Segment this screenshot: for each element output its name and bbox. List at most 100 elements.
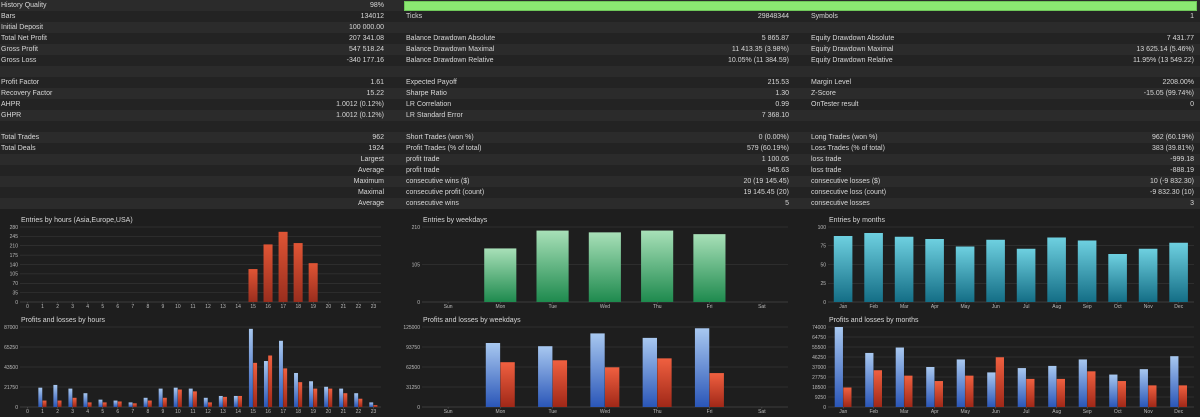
x-tick-label: 8 xyxy=(146,304,149,310)
profit-bar xyxy=(248,328,253,407)
profit-bar xyxy=(1017,368,1026,407)
x-tick-label: 22 xyxy=(356,304,362,310)
stat-value: 7 431.77 xyxy=(1166,35,1194,42)
y-tick-label: 87000 xyxy=(4,325,18,331)
x-tick-label: 23 xyxy=(371,409,377,415)
x-tick-label: 3 xyxy=(71,409,74,415)
stat-value: 1 xyxy=(1190,13,1194,20)
x-tick-label: 22 xyxy=(356,409,362,415)
y-tick-label: 18500 xyxy=(812,385,826,391)
profit-bar xyxy=(188,388,193,407)
stat-label: LR Correlation xyxy=(406,101,452,108)
x-tick-label: Feb xyxy=(869,409,878,415)
stat-label xyxy=(406,22,606,33)
stat-group-label: Largest xyxy=(360,156,384,163)
x-tick-label: Jul xyxy=(1023,304,1029,310)
stat-label: Symbols xyxy=(811,13,838,20)
y-tick-label: 50 xyxy=(820,262,826,268)
stat-value: 383 (39.81%) xyxy=(1151,145,1194,152)
x-tick-label: 10 xyxy=(175,304,181,310)
stat-label: consecutive losses ($) xyxy=(811,178,881,185)
stat-value: 5 xyxy=(785,200,789,207)
bar xyxy=(641,230,674,302)
loss-bar xyxy=(328,388,333,407)
profit-bar xyxy=(369,402,374,407)
stat-value: 10.05% (11 384.59) xyxy=(728,57,789,64)
stat-label: loss trade xyxy=(811,156,842,163)
bar xyxy=(1047,237,1066,302)
stats-row: Maximum consecutive wins ($) 20 (19 145.45… xyxy=(0,176,1200,187)
stat-label: Margin Level xyxy=(811,79,852,86)
stat-label: Equity Drawdown Maximal xyxy=(811,46,894,53)
loss-bar xyxy=(223,396,227,407)
stat-value: 1 100.05 xyxy=(761,156,789,163)
x-tick-label: Oct xyxy=(1114,409,1122,415)
stat-value: 215.53 xyxy=(767,79,789,86)
stat-value: 100 000.00 xyxy=(348,24,384,31)
profit-bar xyxy=(485,343,501,407)
x-tick-label: 19 xyxy=(311,409,317,415)
loss-bar xyxy=(1148,385,1157,407)
stat-value xyxy=(600,121,789,132)
stat-value xyxy=(200,121,384,132)
profit-bar xyxy=(233,395,238,407)
loss-bar xyxy=(343,393,348,407)
stat-label: Total Net Profit xyxy=(1,35,47,42)
profit-bar xyxy=(1170,356,1179,407)
loss-bar xyxy=(373,405,378,407)
x-tick-label: Dec xyxy=(1174,304,1183,310)
x-tick-label: 18 xyxy=(295,409,301,415)
profit-bar xyxy=(309,381,314,407)
x-tick-label: Tue xyxy=(548,304,557,310)
x-tick-label: Mon xyxy=(496,409,506,415)
chart-entries-hours: Entries by hours (Asia,Europe,USA) 0 35 70 1… xyxy=(0,213,385,310)
stat-value: 579 (60.19%) xyxy=(746,145,789,152)
profit-bar xyxy=(98,399,103,407)
stat-value: 1.0012 (0.12%) xyxy=(336,101,384,108)
stat-value xyxy=(600,66,789,77)
x-tick-label: 8 xyxy=(146,409,149,415)
profit-bar xyxy=(987,372,996,407)
bar xyxy=(986,239,1005,302)
stats-row: Bars 134012 Ticks 29848344 Symbols 1 xyxy=(0,11,1200,22)
stat-label: Profit Factor xyxy=(1,79,40,86)
y-tick-label: 9250 xyxy=(815,395,826,401)
x-tick-label: Aug xyxy=(1052,304,1061,310)
stat-label xyxy=(811,22,1011,33)
y-tick-label: 0 xyxy=(417,300,420,306)
profit-bar xyxy=(113,400,118,407)
y-tick-label: 62500 xyxy=(406,365,420,371)
stat-value xyxy=(1000,110,1194,121)
chart-svg: Profits and losses by hours0217504350065… xyxy=(4,317,381,415)
bar xyxy=(1016,248,1036,302)
stats-row: GHPR 1.0012 (0.12%) LR Standard Error 7 368… xyxy=(0,110,1200,121)
stat-value: -9 832.30 (10) xyxy=(1150,189,1194,196)
stats-row: Gross Loss -340 177.16 Balance Drawdown Re… xyxy=(0,55,1200,66)
loss-bar xyxy=(283,368,288,407)
stat-value: 29848344 xyxy=(757,13,789,20)
stat-label: Bars xyxy=(1,13,16,20)
loss-bar xyxy=(102,402,107,407)
bar xyxy=(588,232,621,302)
x-tick-label: 0 xyxy=(26,409,29,415)
x-tick-label: 15 xyxy=(250,409,256,415)
stat-group-label: Average xyxy=(358,200,384,207)
stat-label: loss trade xyxy=(811,167,842,174)
x-tick-label: 0 xyxy=(26,304,29,310)
stat-value: 0 (0.00%) xyxy=(758,134,789,141)
x-tick-label: 6 xyxy=(116,304,119,310)
stat-label xyxy=(1,154,201,165)
stats-row: Average profit trade 945.63 loss trade -888.… xyxy=(0,165,1200,176)
x-tick-label: Sep xyxy=(1083,409,1092,415)
x-tick-label: 21 xyxy=(341,304,347,310)
stats-row: Profit Factor 1.61 Expected Payoff 215.53 Ma… xyxy=(0,77,1200,88)
history-quality-value: 98% xyxy=(369,2,384,9)
y-tick-label: 105 xyxy=(10,272,19,278)
x-tick-label: 14 xyxy=(235,409,241,415)
x-tick-label: 11 xyxy=(190,409,195,415)
chart-svg: Profits and losses by weekdays 0 31250 6250… xyxy=(403,317,788,415)
stat-label: Sharpe Ratio xyxy=(406,90,447,97)
profit-bar xyxy=(158,388,163,407)
stat-label: Equity Drawdown Relative xyxy=(811,57,893,64)
stat-value: 5 865.87 xyxy=(761,35,789,42)
